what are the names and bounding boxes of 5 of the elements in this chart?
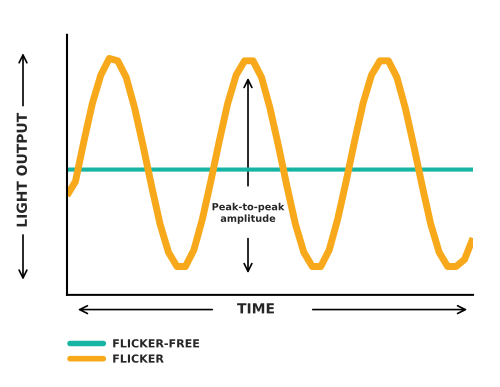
legend-label: FLICKER bbox=[113, 354, 164, 363]
x-axis-title: TIME bbox=[237, 303, 274, 314]
y-axis-title: LIGHT OUTPUT bbox=[16, 112, 28, 226]
annotation: Peak-to-peak amplitude bbox=[212, 202, 285, 224]
legend-label: FLICKER-FREE bbox=[113, 339, 200, 348]
